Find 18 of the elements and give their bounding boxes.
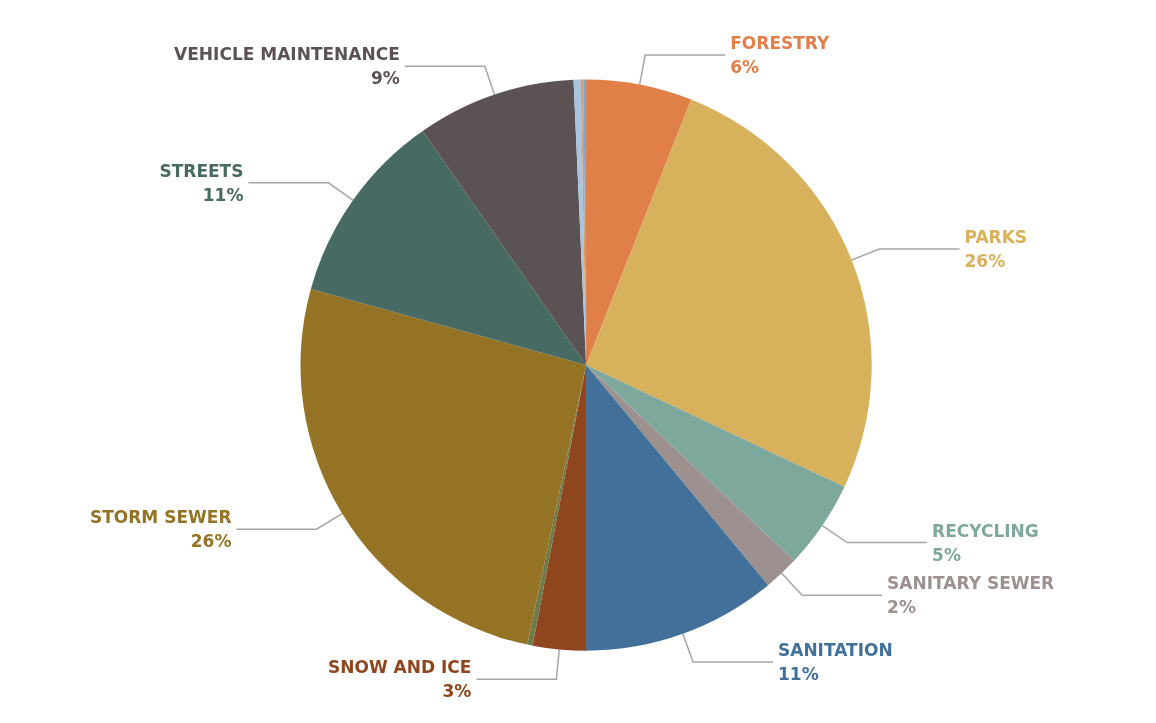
slice-label: SANITARY SEWER <box>887 573 1055 594</box>
slice-label: VEHICLE MAINTENANCE <box>174 44 400 65</box>
data-label: 2% <box>887 597 916 618</box>
data-label: 5% <box>932 544 961 565</box>
data-label: 11% <box>202 184 244 205</box>
slice-label: FORESTRY <box>730 33 830 54</box>
slice-label: STREETS <box>159 160 244 181</box>
data-label: 9% <box>370 68 400 89</box>
data-label: 3% <box>442 681 472 702</box>
data-label: 11% <box>777 664 819 685</box>
slice-label: SANITATION <box>777 640 893 661</box>
slice-label: SNOW AND ICE <box>327 657 472 678</box>
data-label: 26% <box>190 531 232 552</box>
data-label: 6% <box>730 57 760 78</box>
slice-label: STORM SEWER <box>89 507 232 528</box>
data-label: 26% <box>964 250 1006 271</box>
slice-label: PARKS <box>964 226 1028 247</box>
slice-label: RECYCLING <box>932 520 1039 541</box>
